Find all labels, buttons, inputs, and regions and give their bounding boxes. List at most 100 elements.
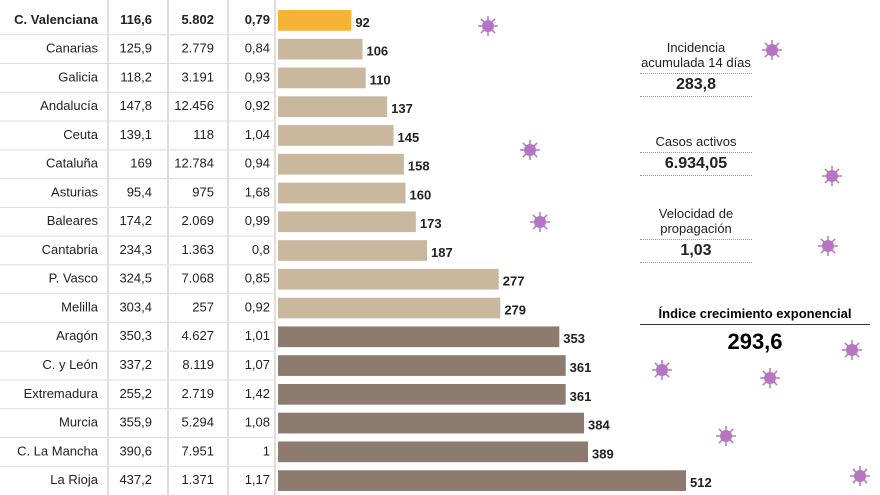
table-cell: 8.119 [182,357,214,372]
virus-decoration [661,362,670,371]
virus-decoration [725,435,734,444]
table-cell: 1,68 [245,184,270,199]
panel-value: 283,8 [640,73,752,97]
row-label: P. Vasco [49,271,98,286]
table-cell: 0,99 [245,213,270,228]
table-cell: 0,84 [245,41,270,56]
bar [278,182,406,204]
index-label: Índice crecimiento exponencial [658,306,852,321]
bar-value-label: 106 [366,44,388,59]
bar [278,355,566,376]
virus-decoration [820,245,829,254]
row-label: C. La Mancha [17,443,99,458]
virus-decoration [718,435,727,444]
table-cell: 303,4 [119,299,152,314]
table-cell: 174,2 [119,213,152,228]
virus-decoration [824,168,833,177]
virus-decoration [654,362,663,371]
bar-value-label: 92 [355,15,369,30]
row-label: Canarias [46,41,99,56]
table-cell: 7.068 [181,271,214,286]
virus-decoration [769,370,778,379]
table-cell: 116,6 [120,12,152,27]
bar-value-label: 110 [370,72,391,87]
bar [278,125,394,146]
table-cell: 7.951 [181,443,214,458]
panel-label: Casos activos [655,134,737,149]
virus-decoration [820,238,829,247]
table-cell: 2.719 [181,386,214,401]
table-cell: 355,9 [119,415,152,430]
table-cell: 437,2 [119,472,152,487]
panel-label: Velocidad de propagación [658,206,734,236]
table-cell: 12.784 [174,156,214,171]
table-cell: 0,79 [245,12,270,27]
table-cell: 234,3 [119,242,152,257]
row-label: Galicia [58,69,99,84]
bar-value-label: 389 [592,446,614,461]
bar-value-label: 361 [570,389,592,404]
table-cell: 147,8 [119,98,152,113]
row-label: Aragón [56,328,98,343]
bar [278,240,428,261]
row-label: Ceuta [63,127,98,142]
table-cell: 0,92 [245,98,270,113]
bar [278,268,499,290]
table-cell: 118,2 [120,69,152,84]
table-cell: 2.779 [181,41,214,56]
virus-decoration [844,349,853,358]
row-label: Baleares [47,213,99,228]
row-label: C. y León [42,357,98,372]
panel-value: 6.934,05 [640,152,752,176]
virus-decoration [661,369,670,378]
row-label: C. Valenciana [14,12,99,27]
panel-label: Incidencia acumulada 14 días [641,40,751,70]
table-cell: 1,01 [245,328,270,343]
bar-value-label: 361 [570,360,592,375]
bar-value-label: 187 [431,245,453,260]
bar [278,326,560,348]
virus-decoration [852,475,861,484]
table-cell: 1,42 [245,386,270,401]
table-cell: 1,07 [245,357,270,372]
virus-decoration [859,475,868,484]
table-cell: 324,5 [119,271,152,286]
virus-decoration [824,175,833,184]
table-cell: 0,85 [245,271,270,286]
bar-value-label: 353 [563,331,585,346]
virus-decoration [529,149,538,158]
virus-decoration [827,245,836,254]
panel-item: Incidencia acumulada 14 días 283,8 [640,40,752,97]
bar-value-label: 384 [588,418,610,433]
row-label: Andalucía [40,98,99,113]
virus-decoration [851,349,860,358]
virus-decoration [771,49,780,58]
bar [278,412,584,434]
bar-value-label: 158 [408,159,430,174]
virus-decoration [654,369,663,378]
bar-value-label: 160 [410,187,432,202]
virus-decoration [539,221,548,230]
table-cell: 337,2 [119,357,152,372]
virus-decoration [480,18,489,27]
bar [278,211,416,233]
virus-decoration [764,49,773,58]
table-cell: 2.069 [181,213,214,228]
table-cell: 139,1 [119,127,152,142]
bar [278,470,686,491]
bar [278,441,588,463]
table-cell: 0,8 [252,242,270,257]
virus-decoration [827,238,836,247]
row-label: Cantabria [42,242,99,257]
panel-item: Velocidad de propagación 1,03 [640,206,752,263]
table-cell: 1,17 [245,472,270,487]
virus-decoration [522,149,531,158]
table-cell: 390,6 [119,443,152,458]
table-cell: 1 [263,443,270,458]
virus-decoration [771,42,780,51]
table-cell: 0,92 [245,299,270,314]
panel-value: 1,03 [640,239,752,263]
virus-decoration [539,214,548,223]
